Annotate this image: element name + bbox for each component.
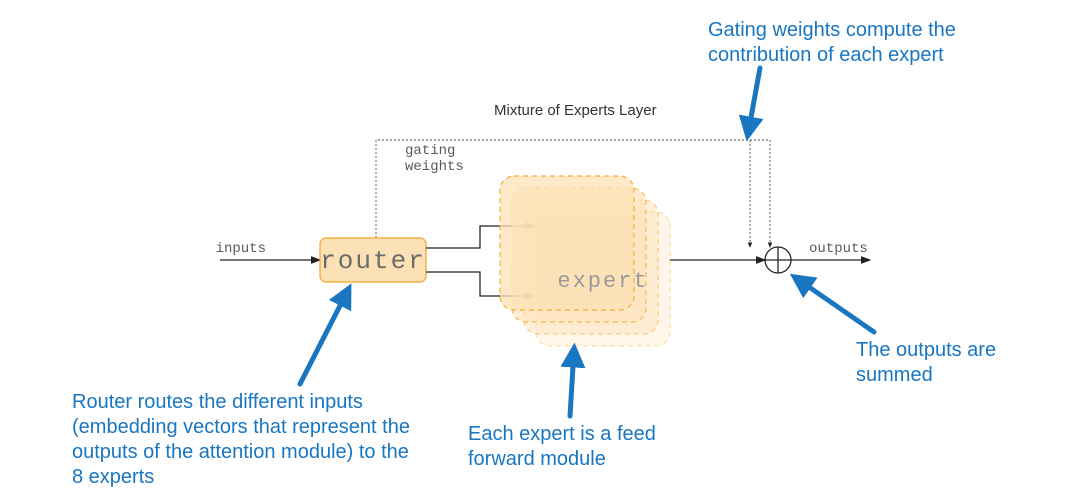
moe-title: Mixture of Experts Layer [494, 102, 657, 119]
annotation-gating: Gating weights compute the contribution … [708, 18, 1008, 68]
blue-arrow-sum [796, 278, 874, 332]
annotation-router: Router routes the different inputs (embe… [72, 390, 412, 490]
label-inputs: inputs [216, 241, 266, 257]
blue-arrow-gating [748, 68, 760, 134]
blue-arrow-router [300, 290, 348, 384]
label-gating-weights: weights [405, 159, 464, 175]
label-expert: expert [557, 269, 648, 294]
label-router: router [320, 246, 426, 276]
annotation-expert: Each expert is a feed forward module [468, 422, 728, 472]
annotation-sum: The outputs are summed [856, 338, 1066, 388]
label-gating-weights: gating [405, 143, 455, 159]
label-outputs: outputs [809, 241, 868, 257]
blue-arrow-expert [570, 350, 574, 416]
